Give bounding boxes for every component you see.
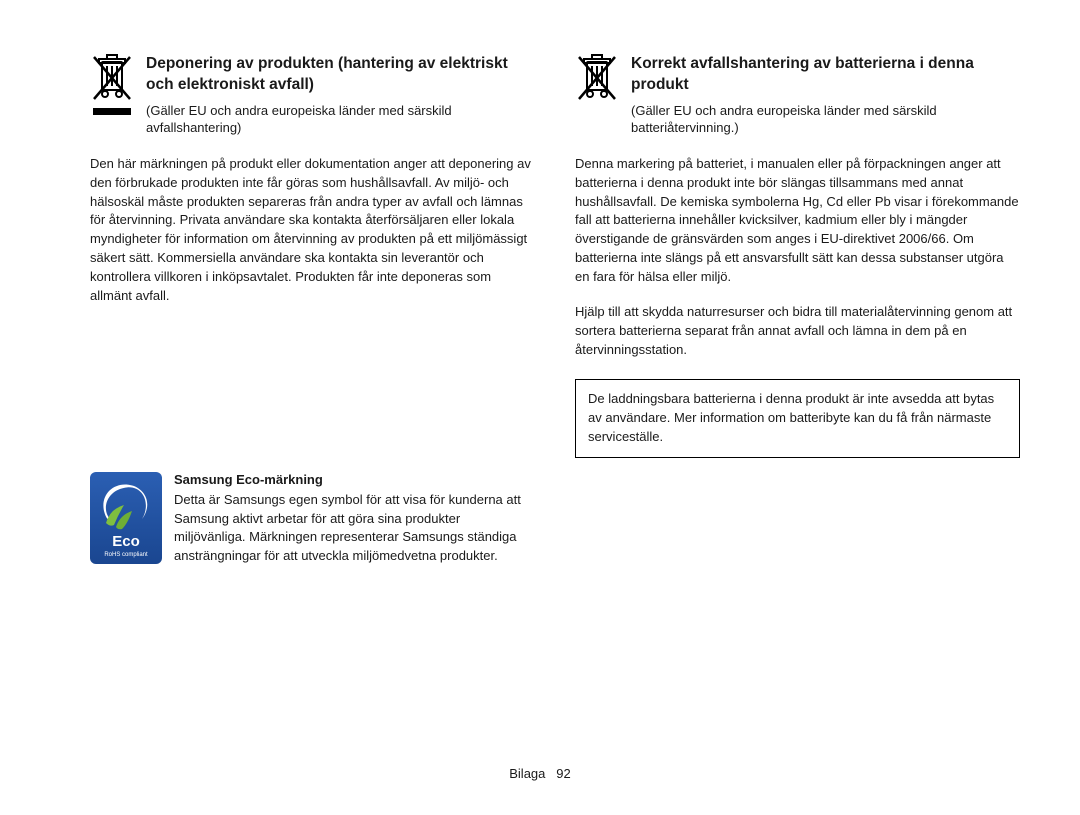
eco-rohs-label: RoHS compliant (104, 552, 147, 558)
left-subhead: (Gäller EU och andra europeiska länder m… (146, 102, 535, 137)
bar-icon (91, 108, 133, 116)
left-body: Den här märkningen på produkt eller doku… (90, 155, 535, 306)
right-header-block: Korrekt avfallshantering av batterierna … (575, 54, 1020, 137)
right-body-2: Hjälp till att skydda naturresurser och … (575, 303, 1020, 360)
footer-label: Bilaga (509, 766, 545, 781)
eco-logo-icon: Eco RoHS compliant (90, 472, 162, 564)
eco-body: Samsung Eco-märkning Detta är Samsungs e… (174, 472, 535, 566)
eco-paragraph: Detta är Samsungs egen symbol för att vi… (174, 491, 535, 566)
right-subhead: (Gäller EU och andra europeiska länder m… (631, 102, 1020, 137)
left-column: Deponering av produkten (hantering av el… (90, 54, 535, 566)
left-header-text: Deponering av produkten (hantering av el… (146, 54, 535, 137)
eco-block: Eco RoHS compliant Samsung Eco-märkning … (90, 472, 535, 566)
eco-heading: Samsung Eco-märkning (174, 472, 535, 487)
eco-logo-label: Eco (112, 533, 140, 550)
left-heading: Deponering av produkten (hantering av el… (146, 54, 535, 96)
left-header-block: Deponering av produkten (hantering av el… (90, 54, 535, 137)
page-number: 92 (556, 766, 570, 781)
footer: Bilaga 92 (0, 766, 1080, 781)
weee-bin-icon (575, 54, 619, 137)
right-header-text: Korrekt avfallshantering av batterierna … (631, 54, 1020, 137)
right-column: Korrekt avfallshantering av batterierna … (575, 54, 1020, 566)
right-heading: Korrekt avfallshantering av batterierna … (631, 54, 1020, 96)
note-box: De laddningsbara batterierna i denna pro… (575, 379, 1020, 458)
right-body-1: Denna markering på batteriet, i manualen… (575, 155, 1020, 287)
page: Deponering av produkten (hantering av el… (0, 0, 1080, 566)
weee-bin-icon (90, 54, 134, 137)
